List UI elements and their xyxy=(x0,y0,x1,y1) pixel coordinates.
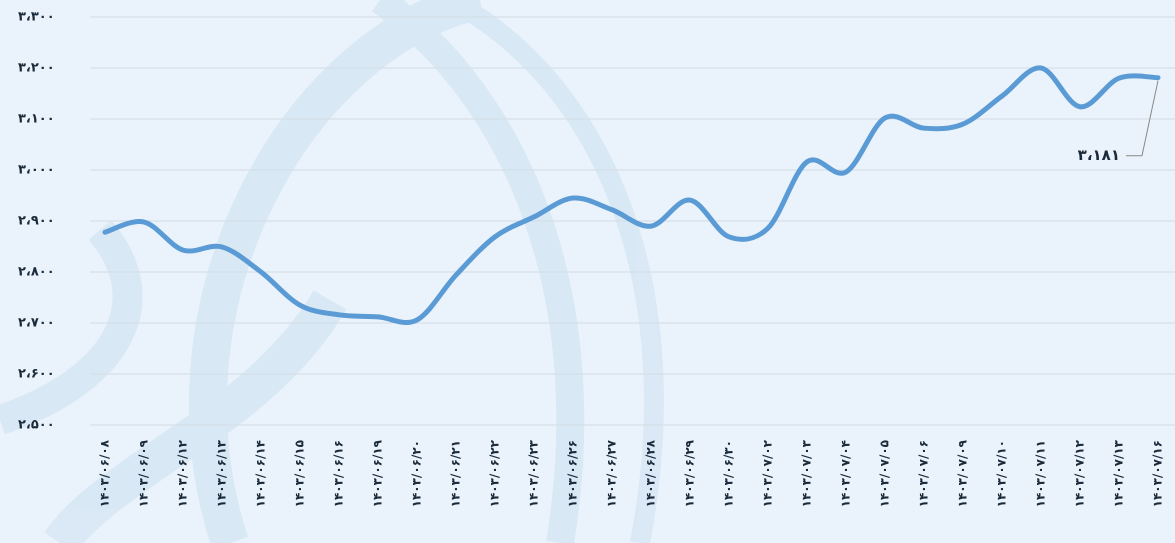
x-tick-label: ۱۴۰۳/۰۶/۳۰ xyxy=(722,440,736,507)
x-tick-label: ۱۴۰۳/۰۷/۱۰ xyxy=(995,440,1009,507)
x-tick-label: ۱۴۰۳/۰۷/۰۹ xyxy=(956,439,970,507)
x-tick-label: ۱۴۰۳/۰۶/۱۳ xyxy=(215,439,229,507)
y-tick-label: ۳،۱۰۰ xyxy=(18,112,55,127)
x-tick-label: ۱۴۰۳/۰۶/۲۹ xyxy=(683,439,697,507)
x-tick-label: ۱۴۰۳/۰۷/۱۶ xyxy=(1151,440,1165,507)
x-tick-label: ۱۴۰۳/۰۶/۱۶ xyxy=(332,440,346,507)
x-tick-label: ۱۴۰۳/۰۶/۱۹ xyxy=(371,439,385,507)
x-tick-label: ۱۴۰۳/۰۶/۲۶ xyxy=(566,440,580,507)
value-label: ۳،۱۸۱ xyxy=(1078,146,1120,164)
x-tick-label: ۱۴۰۳/۰۶/۰۹ xyxy=(137,439,151,507)
x-tick-label: ۱۴۰۳/۰۶/۲۰ xyxy=(410,440,424,507)
y-tick-label: ۲،۷۰۰ xyxy=(18,316,55,331)
x-tick-label: ۱۴۰۳/۰۷/۰۳ xyxy=(800,439,814,507)
x-tick-label: ۱۴۰۳/۰۶/۰۸ xyxy=(98,439,112,507)
x-tick-label: ۱۴۰۳/۰۷/۰۴ xyxy=(839,440,853,507)
watermark xyxy=(0,0,664,543)
y-tick-label: ۲،۶۰۰ xyxy=(18,367,55,382)
x-tick-label: ۱۴۰۳/۰۶/۲۳ xyxy=(527,439,541,507)
y-tick-label: ۳،۰۰۰ xyxy=(18,163,55,178)
x-tick-label: ۱۴۰۳/۰۷/۱۲ xyxy=(1073,439,1087,507)
x-tick-label: ۱۴۰۳/۰۷/۰۲ xyxy=(761,439,775,507)
y-tick-label: ۳،۳۰۰ xyxy=(18,10,55,25)
y-tick-label: ۲،۵۰۰ xyxy=(18,418,55,433)
y-tick-label: ۳،۲۰۰ xyxy=(18,61,55,76)
x-tick-label: ۱۴۰۳/۰۷/۰۵ xyxy=(878,440,892,507)
leader-line xyxy=(1126,80,1159,157)
x-tick-label: ۱۴۰۳/۰۶/۲۲ xyxy=(488,439,502,507)
x-tick-label: ۱۴۰۳/۰۷/۱۱ xyxy=(1034,440,1048,507)
x-tick-label: ۱۴۰۳/۰۶/۱۲ xyxy=(176,439,190,507)
x-tick-label: ۱۴۰۳/۰۶/۱۴ xyxy=(254,440,268,507)
x-tick-label: ۱۴۰۳/۰۶/۲۸ xyxy=(644,439,658,507)
y-tick-label: ۲،۸۰۰ xyxy=(18,265,55,280)
y-tick-label: ۲،۹۰۰ xyxy=(18,214,55,229)
data-line xyxy=(102,65,1161,326)
x-tick-label: ۱۴۰۳/۰۷/۱۳ xyxy=(1112,439,1126,507)
x-tick-label: ۱۴۰۳/۰۶/۱۵ xyxy=(293,440,307,507)
x-tick-label: ۱۴۰۳/۰۶/۲۷ xyxy=(605,439,619,507)
x-tick-label: ۱۴۰۳/۰۶/۲۱ xyxy=(449,440,463,507)
x-tick-label: ۱۴۰۳/۰۷/۰۶ xyxy=(917,440,931,507)
